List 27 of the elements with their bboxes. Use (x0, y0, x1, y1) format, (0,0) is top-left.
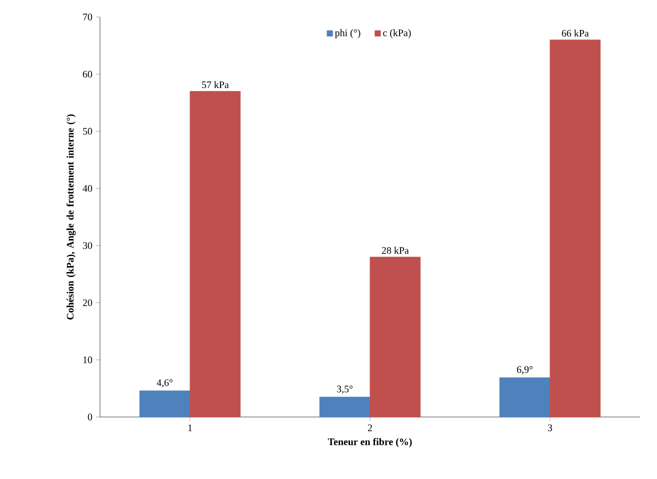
x-tick-label: 1 (188, 424, 192, 432)
data-label: 6,9° (517, 366, 533, 374)
bar (319, 396, 370, 418)
bar (550, 40, 601, 418)
data-label: 28 kPa (382, 246, 409, 254)
y-tick-label: 10 (83, 356, 92, 364)
data-label: 4,6° (156, 379, 173, 388)
y-tick-label: 70 (83, 14, 92, 20)
bar (370, 256, 421, 418)
x-axis-title: Teneur en fibre (%) (328, 438, 412, 448)
x-tick-label: 3 (548, 424, 552, 432)
x-tick-label: 2 (368, 424, 372, 432)
bar (499, 377, 550, 418)
y-tick-label: 20 (82, 299, 92, 306)
y-axis-title: Cohésion (kPa), Angle de frottement interne (°) (66, 114, 76, 320)
y-tick-label: 60 (82, 70, 92, 78)
data-label: 57 kPa (202, 81, 229, 88)
bar (190, 91, 241, 418)
data-label: 3,5° (337, 386, 353, 394)
data-label: 66 kPa (562, 30, 589, 37)
bar (139, 390, 190, 418)
y-tick-label: 30 (83, 242, 92, 249)
y-tick-label: 40 (82, 185, 92, 192)
legend-label: phi (°) (335, 29, 360, 38)
legend-label: c (kPa) (383, 29, 411, 38)
y-tick-label: 0 (88, 414, 92, 420)
y-tick-label: 50 (83, 128, 92, 135)
